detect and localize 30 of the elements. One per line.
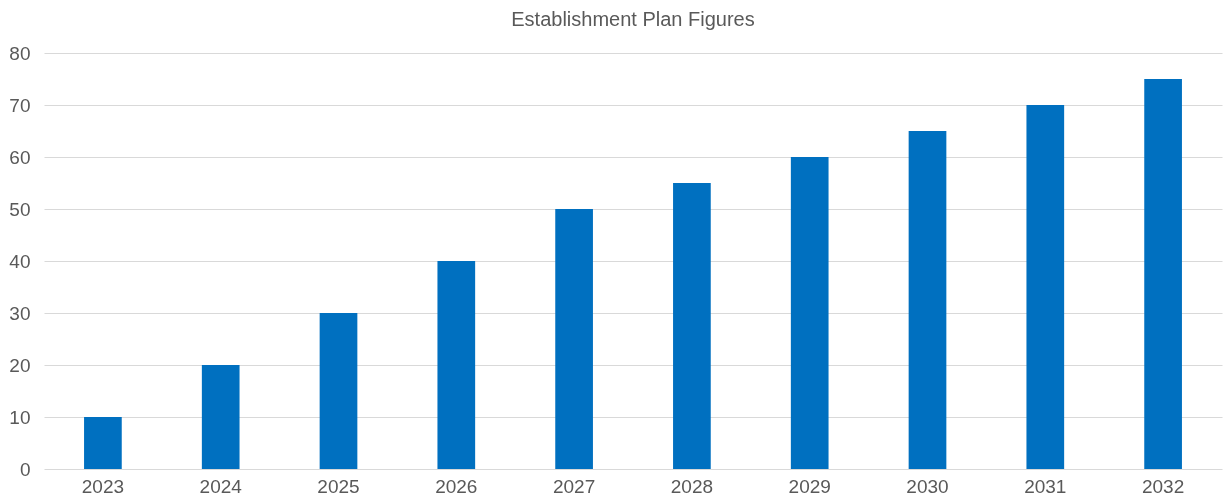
y-tick-label: 20: [9, 354, 31, 376]
bar: [201, 365, 240, 469]
y-tick-label: 80: [9, 42, 31, 64]
y-tick-label: 10: [9, 406, 31, 428]
x-tick-label: 2032: [1141, 475, 1185, 497]
x-tick-label: 2031: [1024, 475, 1067, 497]
chart-title: Establishment Plan Figures: [511, 8, 755, 30]
bar: [555, 209, 593, 469]
bar: [319, 313, 358, 469]
x-tick-label: 2025: [317, 475, 360, 497]
y-tick-label: 30: [9, 302, 31, 324]
bar: [84, 417, 122, 469]
x-tick-label: 2024: [199, 475, 243, 497]
x-tick-label: 2028: [670, 475, 714, 497]
y-tick-label: 50: [9, 198, 31, 220]
bar: [437, 261, 476, 469]
y-tick-label: 0: [19, 458, 31, 480]
bar: [673, 183, 711, 469]
x-tick-label: 2026: [435, 475, 478, 497]
x-tick-label: 2029: [788, 475, 831, 497]
y-tick-label: 40: [9, 250, 31, 272]
x-tick-label: 2027: [552, 475, 596, 497]
bar: [908, 131, 947, 469]
x-tick-label: 2023: [81, 475, 125, 497]
bar: [790, 157, 829, 469]
y-tick-label: 70: [9, 94, 31, 116]
bar: [1144, 79, 1182, 469]
x-tick-label: 2030: [906, 475, 949, 497]
y-tick-label: 60: [9, 146, 31, 168]
bar: [1026, 105, 1065, 469]
